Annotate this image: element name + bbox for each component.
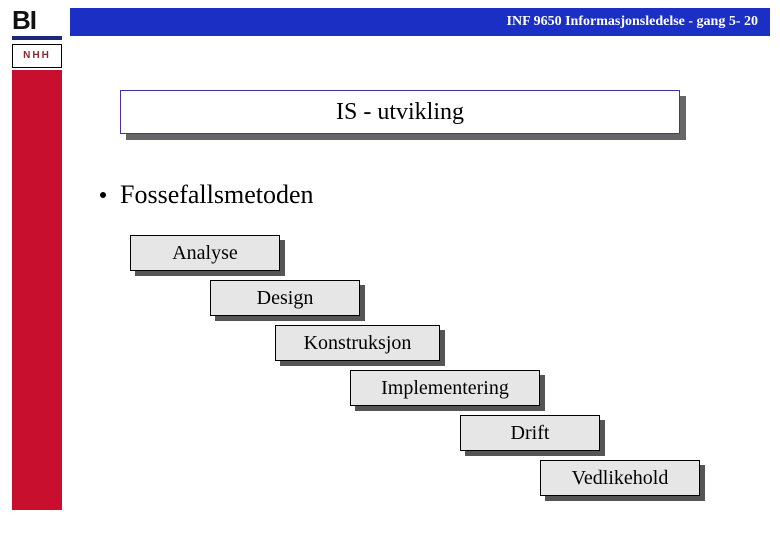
- bullet-row: Fossefallsmetoden: [100, 180, 314, 210]
- step-label: Vedlikehold: [572, 467, 669, 490]
- waterfall-diagram: Analyse Design Konstruksjon ImplementeringD…: [130, 235, 730, 505]
- header-bar: INF 9650 Informasjonsledelse - gang 5- 2…: [70, 8, 770, 36]
- sidebar-red: [12, 70, 62, 510]
- bullet-dot-icon: [100, 192, 106, 198]
- step-label: Analyse: [172, 242, 238, 265]
- step-face: Vedlikehold: [540, 460, 700, 496]
- slide-title: IS - utvikling: [336, 99, 464, 126]
- step-face: Konstruksjon: [275, 325, 440, 361]
- step-face: Analyse: [130, 235, 280, 271]
- waterfall-step: Vedlikehold: [540, 460, 700, 496]
- step-label: Design: [257, 287, 314, 310]
- slide-title-box: IS - utvikling: [120, 90, 680, 134]
- step-face: Implementering: [350, 370, 540, 406]
- step-label: Drift: [511, 422, 550, 445]
- step-label: Konstruksjon: [304, 332, 412, 355]
- waterfall-step: Implementering: [350, 370, 540, 406]
- waterfall-step: Drift: [460, 415, 600, 451]
- waterfall-step: Konstruksjon: [275, 325, 440, 361]
- bullet-text: Fossefallsmetoden: [120, 180, 314, 210]
- title-face: IS - utvikling: [120, 90, 680, 134]
- step-face: Drift: [460, 415, 600, 451]
- waterfall-step: Analyse: [130, 235, 280, 271]
- logo-nhh: NHH: [12, 44, 62, 68]
- logo-bi: BI: [12, 4, 62, 40]
- header-text: INF 9650 Informasjonsledelse - gang 5- 2…: [507, 14, 758, 30]
- step-label: Implementering: [381, 377, 509, 400]
- step-face: Design: [210, 280, 360, 316]
- waterfall-step: Design: [210, 280, 360, 316]
